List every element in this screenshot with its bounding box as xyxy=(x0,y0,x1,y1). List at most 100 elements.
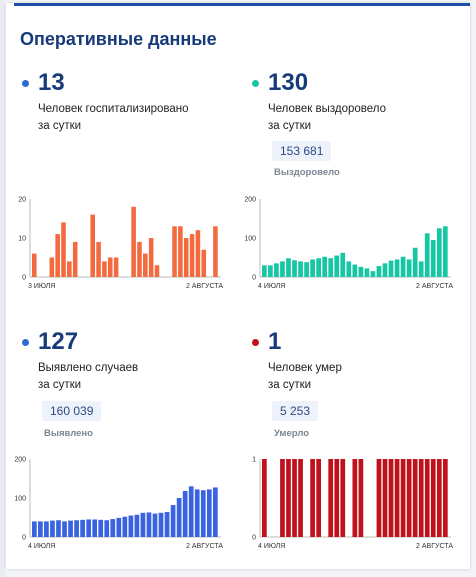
total-label: Умерло xyxy=(274,428,310,439)
bullet-dot-icon xyxy=(22,80,29,87)
chart-bar xyxy=(62,521,67,537)
chart-bar xyxy=(110,519,116,537)
chart-bar xyxy=(268,265,273,277)
chart-bar xyxy=(346,261,352,277)
chart-bar xyxy=(352,459,358,537)
chart-bar xyxy=(412,459,418,537)
operational-data-card: Оперативные данные 13 Человек госпитализ… xyxy=(6,3,470,569)
chart-bar xyxy=(194,489,200,537)
chart-bar xyxy=(370,271,376,277)
chart-bar xyxy=(298,459,303,537)
stat-line2: за сутки xyxy=(268,379,312,391)
chart-bar xyxy=(90,214,95,277)
chart-bar xyxy=(195,230,201,277)
y-tick-label: 100 xyxy=(244,236,256,243)
chart-bar xyxy=(328,258,334,277)
chart-bar xyxy=(212,487,218,537)
chart-bar xyxy=(68,520,73,537)
chart-bar xyxy=(394,459,400,537)
x-start-label: 3 ИЮЛЯ xyxy=(28,283,55,290)
chart-bar xyxy=(430,239,436,277)
chart-bar xyxy=(406,459,412,537)
stat-line2: за сутки xyxy=(268,120,312,132)
y-tick-label: 0 xyxy=(252,275,256,282)
chart-bar xyxy=(188,486,194,537)
chart-bar xyxy=(104,520,110,537)
chart-bar xyxy=(358,266,364,277)
y-tick-label: 200 xyxy=(244,197,256,204)
chart-bar xyxy=(178,226,183,277)
chart-bar xyxy=(394,259,400,277)
chart-bar xyxy=(388,459,394,537)
chart-bar xyxy=(388,260,394,277)
chart-bar xyxy=(382,459,388,537)
chart-bar xyxy=(400,256,406,277)
x-start-label: 4 ИЮЛЯ xyxy=(258,283,285,290)
y-tick-label: 200 xyxy=(14,457,26,464)
chart-bar xyxy=(131,206,136,277)
chart-bar xyxy=(334,459,340,537)
chart-bar xyxy=(436,459,442,537)
chart-bar xyxy=(436,228,442,277)
chart-bar xyxy=(376,459,382,537)
chart-bar xyxy=(55,234,60,277)
chart-bar xyxy=(44,521,49,537)
chart-bar xyxy=(98,519,104,537)
left-edge xyxy=(0,0,5,577)
total-label: Выздоровело xyxy=(274,167,340,178)
chart-bar xyxy=(400,459,406,537)
chart-bar xyxy=(92,519,98,537)
chart-bar xyxy=(280,261,285,277)
x-end-label: 2 АВГУСТА xyxy=(416,283,453,290)
chart-bar xyxy=(280,459,285,537)
chart-bar xyxy=(134,514,140,537)
chart-bar xyxy=(262,459,267,537)
total-value-badge: 160 039 xyxy=(42,401,102,421)
chart-bar xyxy=(72,241,78,277)
y-tick-label: 0 xyxy=(22,275,26,282)
chart-bar xyxy=(170,505,176,537)
chart-bar xyxy=(86,519,91,537)
chart-bar xyxy=(424,233,430,277)
chart-bar xyxy=(206,489,212,537)
cases-chart: 0 100 200 4 ИЮЛЯ 2 АВГУСТА xyxy=(14,457,223,551)
chart-bar xyxy=(183,238,189,277)
stat-line1: Человек умер xyxy=(268,362,342,374)
chart-bar xyxy=(50,520,55,537)
chart-bar xyxy=(154,265,160,277)
chart-bar xyxy=(292,260,297,277)
stat-description: Выявлено случаев за сутки xyxy=(38,360,138,394)
total-value-badge: 5 253 xyxy=(272,401,319,421)
stat-description: Человек умер за сутки xyxy=(268,360,342,394)
chart-bar xyxy=(298,261,303,277)
page-title: Оперативные данные xyxy=(20,29,217,49)
stat-value: 1 xyxy=(268,328,282,355)
chart-bar xyxy=(352,264,358,277)
chart-bar xyxy=(56,520,61,537)
chart-bar xyxy=(146,512,152,537)
chart-bar xyxy=(38,521,43,537)
bullet-dot-icon xyxy=(252,339,259,346)
card-top-bar xyxy=(14,3,470,6)
y-tick-label: 1 xyxy=(252,457,256,464)
stat-value: 130 xyxy=(268,69,309,96)
chart-bar xyxy=(201,249,207,277)
chart-bar xyxy=(292,459,297,537)
hospitalized-chart: 0 10 20 3 ИЮЛЯ 2 АВГУСТА xyxy=(18,197,223,291)
chart-bar xyxy=(304,262,309,277)
recovered-chart: 0 100 200 4 ИЮЛЯ 2 АВГУСТА xyxy=(244,197,453,291)
x-start-label: 4 ИЮЛЯ xyxy=(28,543,55,550)
chart-bar xyxy=(406,259,412,277)
chart-bar xyxy=(328,459,334,537)
chart-bar xyxy=(67,261,72,277)
stat-value: 127 xyxy=(38,328,79,355)
bullet-dot-icon xyxy=(22,339,29,346)
chart-bar xyxy=(274,263,279,277)
chart-bar xyxy=(152,513,158,537)
chart-bar xyxy=(376,266,382,277)
chart-bar xyxy=(80,519,85,537)
chart-bar xyxy=(137,241,142,277)
chart-bar xyxy=(262,265,267,277)
chart-bar xyxy=(442,459,448,537)
y-tick-label: 0 xyxy=(22,535,26,542)
